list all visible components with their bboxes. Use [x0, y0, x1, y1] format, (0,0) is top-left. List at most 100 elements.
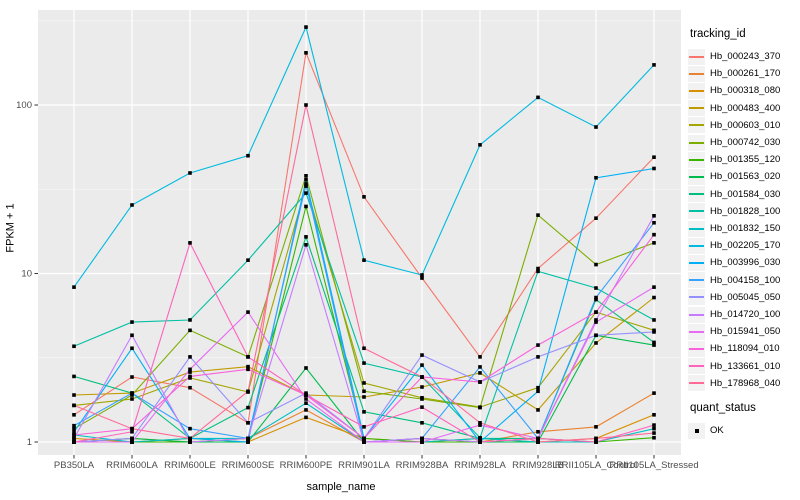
x-axis-title: sample_name: [306, 481, 376, 493]
data-point-marker: [304, 174, 308, 178]
data-point-marker: [188, 171, 192, 175]
data-point-marker: [130, 440, 134, 444]
legend-key-line-icon: [688, 340, 705, 357]
data-point-marker: [130, 333, 134, 338]
data-point-marker: [536, 429, 540, 434]
data-point-marker: [72, 433, 76, 437]
legend-entry-Hb_000742_030: Hb_000742_030: [688, 134, 780, 151]
data-point-marker: [130, 393, 134, 397]
ok-square-icon: [688, 422, 705, 439]
data-point-marker: [72, 403, 76, 408]
legend-entry-Hb_001584_030: Hb_001584_030: [688, 186, 780, 203]
data-point-marker: [130, 397, 134, 401]
data-point-marker: [130, 320, 134, 324]
data-point-marker: [652, 220, 656, 225]
legend-key-line-icon: [688, 117, 705, 134]
y-tick-label: 10: [21, 269, 32, 280]
data-point-marker: [304, 103, 308, 107]
data-point-marker: [652, 431, 656, 435]
legend-label: Hb_001584_030: [710, 188, 781, 200]
legend-label: Hb_178968_040: [710, 377, 781, 389]
data-point-marker: [72, 429, 76, 434]
data-point-marker: [246, 258, 250, 262]
legend-title-quant-status: quant_status: [690, 402, 756, 414]
legend-label: Hb_133661_010: [710, 360, 781, 372]
data-point-marker: [652, 340, 656, 345]
legend-label: Hb_000318_080: [710, 85, 781, 97]
legend-key-line-icon: [688, 186, 705, 203]
legend-entry-Hb_133661_010: Hb_133661_010: [688, 358, 780, 375]
data-point-marker: [594, 436, 598, 441]
data-point-marker: [420, 375, 424, 379]
data-point-marker: [246, 389, 250, 394]
data-point-marker: [420, 436, 424, 441]
data-point-marker: [478, 355, 482, 359]
data-point-marker: [362, 195, 366, 199]
legend-label: Hb_001355_120: [710, 154, 781, 166]
data-point-marker: [478, 423, 482, 427]
data-point-marker: [72, 423, 76, 428]
data-point-marker: [594, 175, 598, 180]
x-tick-label: RRIM928BA: [396, 460, 449, 471]
data-point-marker: [246, 367, 250, 372]
data-point-marker: [130, 203, 134, 207]
data-point-marker: [420, 397, 424, 401]
legend-entry-Hb_000318_080: Hb_000318_080: [688, 82, 780, 99]
data-point-marker: [420, 440, 424, 444]
data-point-marker: [478, 440, 482, 444]
data-point-marker: [188, 241, 192, 245]
data-point-marker: [652, 423, 656, 427]
legend-entry-Hb_004158_100: Hb_004158_100: [688, 272, 780, 289]
legend-key-line-icon: [688, 272, 705, 289]
legend-key-line-icon: [688, 220, 705, 237]
data-point-marker: [362, 425, 366, 429]
data-point-marker: [304, 184, 308, 188]
data-point-marker: [304, 204, 308, 209]
data-point-marker: [536, 440, 540, 444]
data-point-marker: [594, 320, 598, 324]
legend-entry-Hb_001828_100: Hb_001828_100: [688, 203, 780, 220]
data-point-marker: [72, 344, 76, 349]
data-point-marker: [304, 182, 308, 186]
legend-entry-Hb_015941_050: Hb_015941_050: [688, 323, 780, 340]
data-point-marker: [420, 276, 424, 280]
data-point-marker: [594, 341, 598, 345]
data-point-marker: [478, 143, 482, 147]
legend-entry-Hb_014720_100: Hb_014720_100: [688, 306, 780, 323]
legend-label: Hb_005045_050: [710, 291, 781, 303]
data-point-marker: [246, 440, 250, 444]
data-point-marker: [72, 285, 76, 289]
data-point-marker: [420, 273, 424, 277]
legend-entry-Hb_000261_170: Hb_000261_170: [688, 65, 780, 82]
data-point-marker: [304, 25, 308, 29]
data-point-marker: [72, 393, 76, 397]
data-point-marker: [188, 318, 192, 322]
data-point-marker: [304, 51, 308, 55]
data-point-marker: [652, 155, 656, 160]
x-tick-label: RRIM901LA: [338, 460, 390, 471]
legend-key-line-icon: [688, 237, 705, 254]
legend-entry-Hb_001832_150: Hb_001832_150: [688, 220, 780, 237]
data-point-marker: [362, 436, 366, 441]
legend-key-line-icon: [688, 289, 705, 306]
data-point-marker: [594, 286, 598, 290]
legend-entry-Hb_003996_030: Hb_003996_030: [688, 254, 780, 271]
data-point-marker: [304, 415, 308, 420]
data-point-marker: [652, 413, 656, 417]
data-point-marker: [652, 295, 656, 300]
x-tick-label: RRIM600PE: [280, 460, 333, 471]
data-point-marker: [478, 436, 482, 441]
data-point-marker: [594, 440, 598, 444]
legend-label: Hb_000483_400: [710, 102, 781, 114]
data-point-marker: [246, 405, 250, 410]
data-point-marker: [420, 363, 424, 367]
data-point-marker: [362, 395, 366, 399]
legend-label: OK: [710, 425, 724, 436]
legend-key-line-icon: [688, 134, 705, 151]
legend-key-line-icon: [688, 82, 705, 99]
data-point-marker: [304, 401, 308, 405]
x-tick-label: RRIM600LA: [106, 460, 158, 471]
legend-key-line-icon: [688, 48, 705, 65]
